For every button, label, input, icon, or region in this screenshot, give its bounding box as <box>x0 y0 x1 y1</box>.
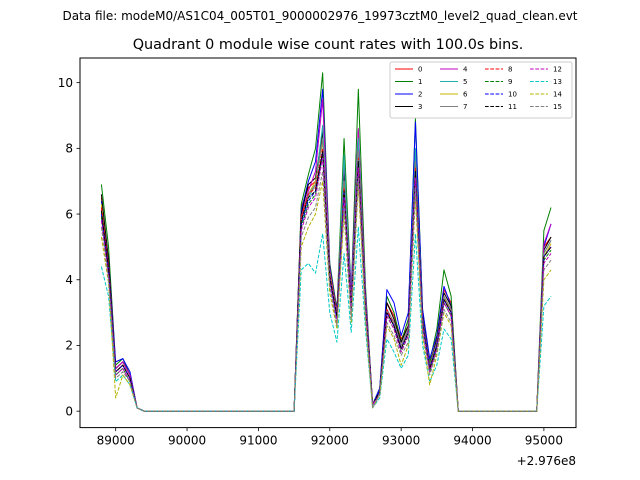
legend-label-13: 13 <box>553 78 562 86</box>
series-line-15 <box>100 170 552 412</box>
y-tick-label: 2 <box>65 339 73 353</box>
legend-label-0: 0 <box>418 66 422 74</box>
legend-label-15: 15 <box>553 103 562 111</box>
figure-suptitle: Data file: modeM0/AS1C04_005T01_90000029… <box>62 9 577 23</box>
plot-area <box>100 72 552 412</box>
legend-label-10: 10 <box>508 91 517 99</box>
legend-label-9: 9 <box>508 78 512 86</box>
y-tick-label: 6 <box>65 207 73 221</box>
x-tick-label: 94000 <box>453 434 491 448</box>
y-tick-label: 10 <box>58 76 73 90</box>
y-tick-label: 0 <box>65 404 73 418</box>
legend-label-5: 5 <box>463 78 467 86</box>
x-tick-label: 89000 <box>97 434 135 448</box>
y-tick-label: 4 <box>65 273 73 287</box>
legend-label-3: 3 <box>418 103 422 111</box>
y-axis: 0 2 4 6 8 10 <box>58 76 80 418</box>
x-tick-label: 93000 <box>382 434 420 448</box>
legend-label-7: 7 <box>463 103 467 111</box>
legend-label-14: 14 <box>553 91 562 99</box>
x-tick-label: 92000 <box>311 434 349 448</box>
legend-label-12: 12 <box>553 66 562 74</box>
x-axis: 89000 90000 91000 92000 93000 94000 95000 <box>97 427 563 448</box>
chart-title: Quadrant 0 module wise count rates with … <box>133 37 524 53</box>
legend-label-4: 4 <box>463 66 468 74</box>
axes-frame <box>79 57 577 429</box>
x-tick-label: 91000 <box>239 434 277 448</box>
x-tick-label: 95000 <box>525 434 563 448</box>
x-offset-label: +2.976e8 <box>517 454 576 468</box>
y-tick-label: 8 <box>65 142 73 156</box>
legend-label-6: 6 <box>463 91 468 99</box>
legend-label-1: 1 <box>418 78 422 86</box>
legend-label-11: 11 <box>508 103 517 111</box>
legend-frame <box>389 61 573 119</box>
x-tick-label: 90000 <box>168 434 206 448</box>
legend-label-8: 8 <box>508 66 512 74</box>
legend-label-2: 2 <box>418 91 422 99</box>
